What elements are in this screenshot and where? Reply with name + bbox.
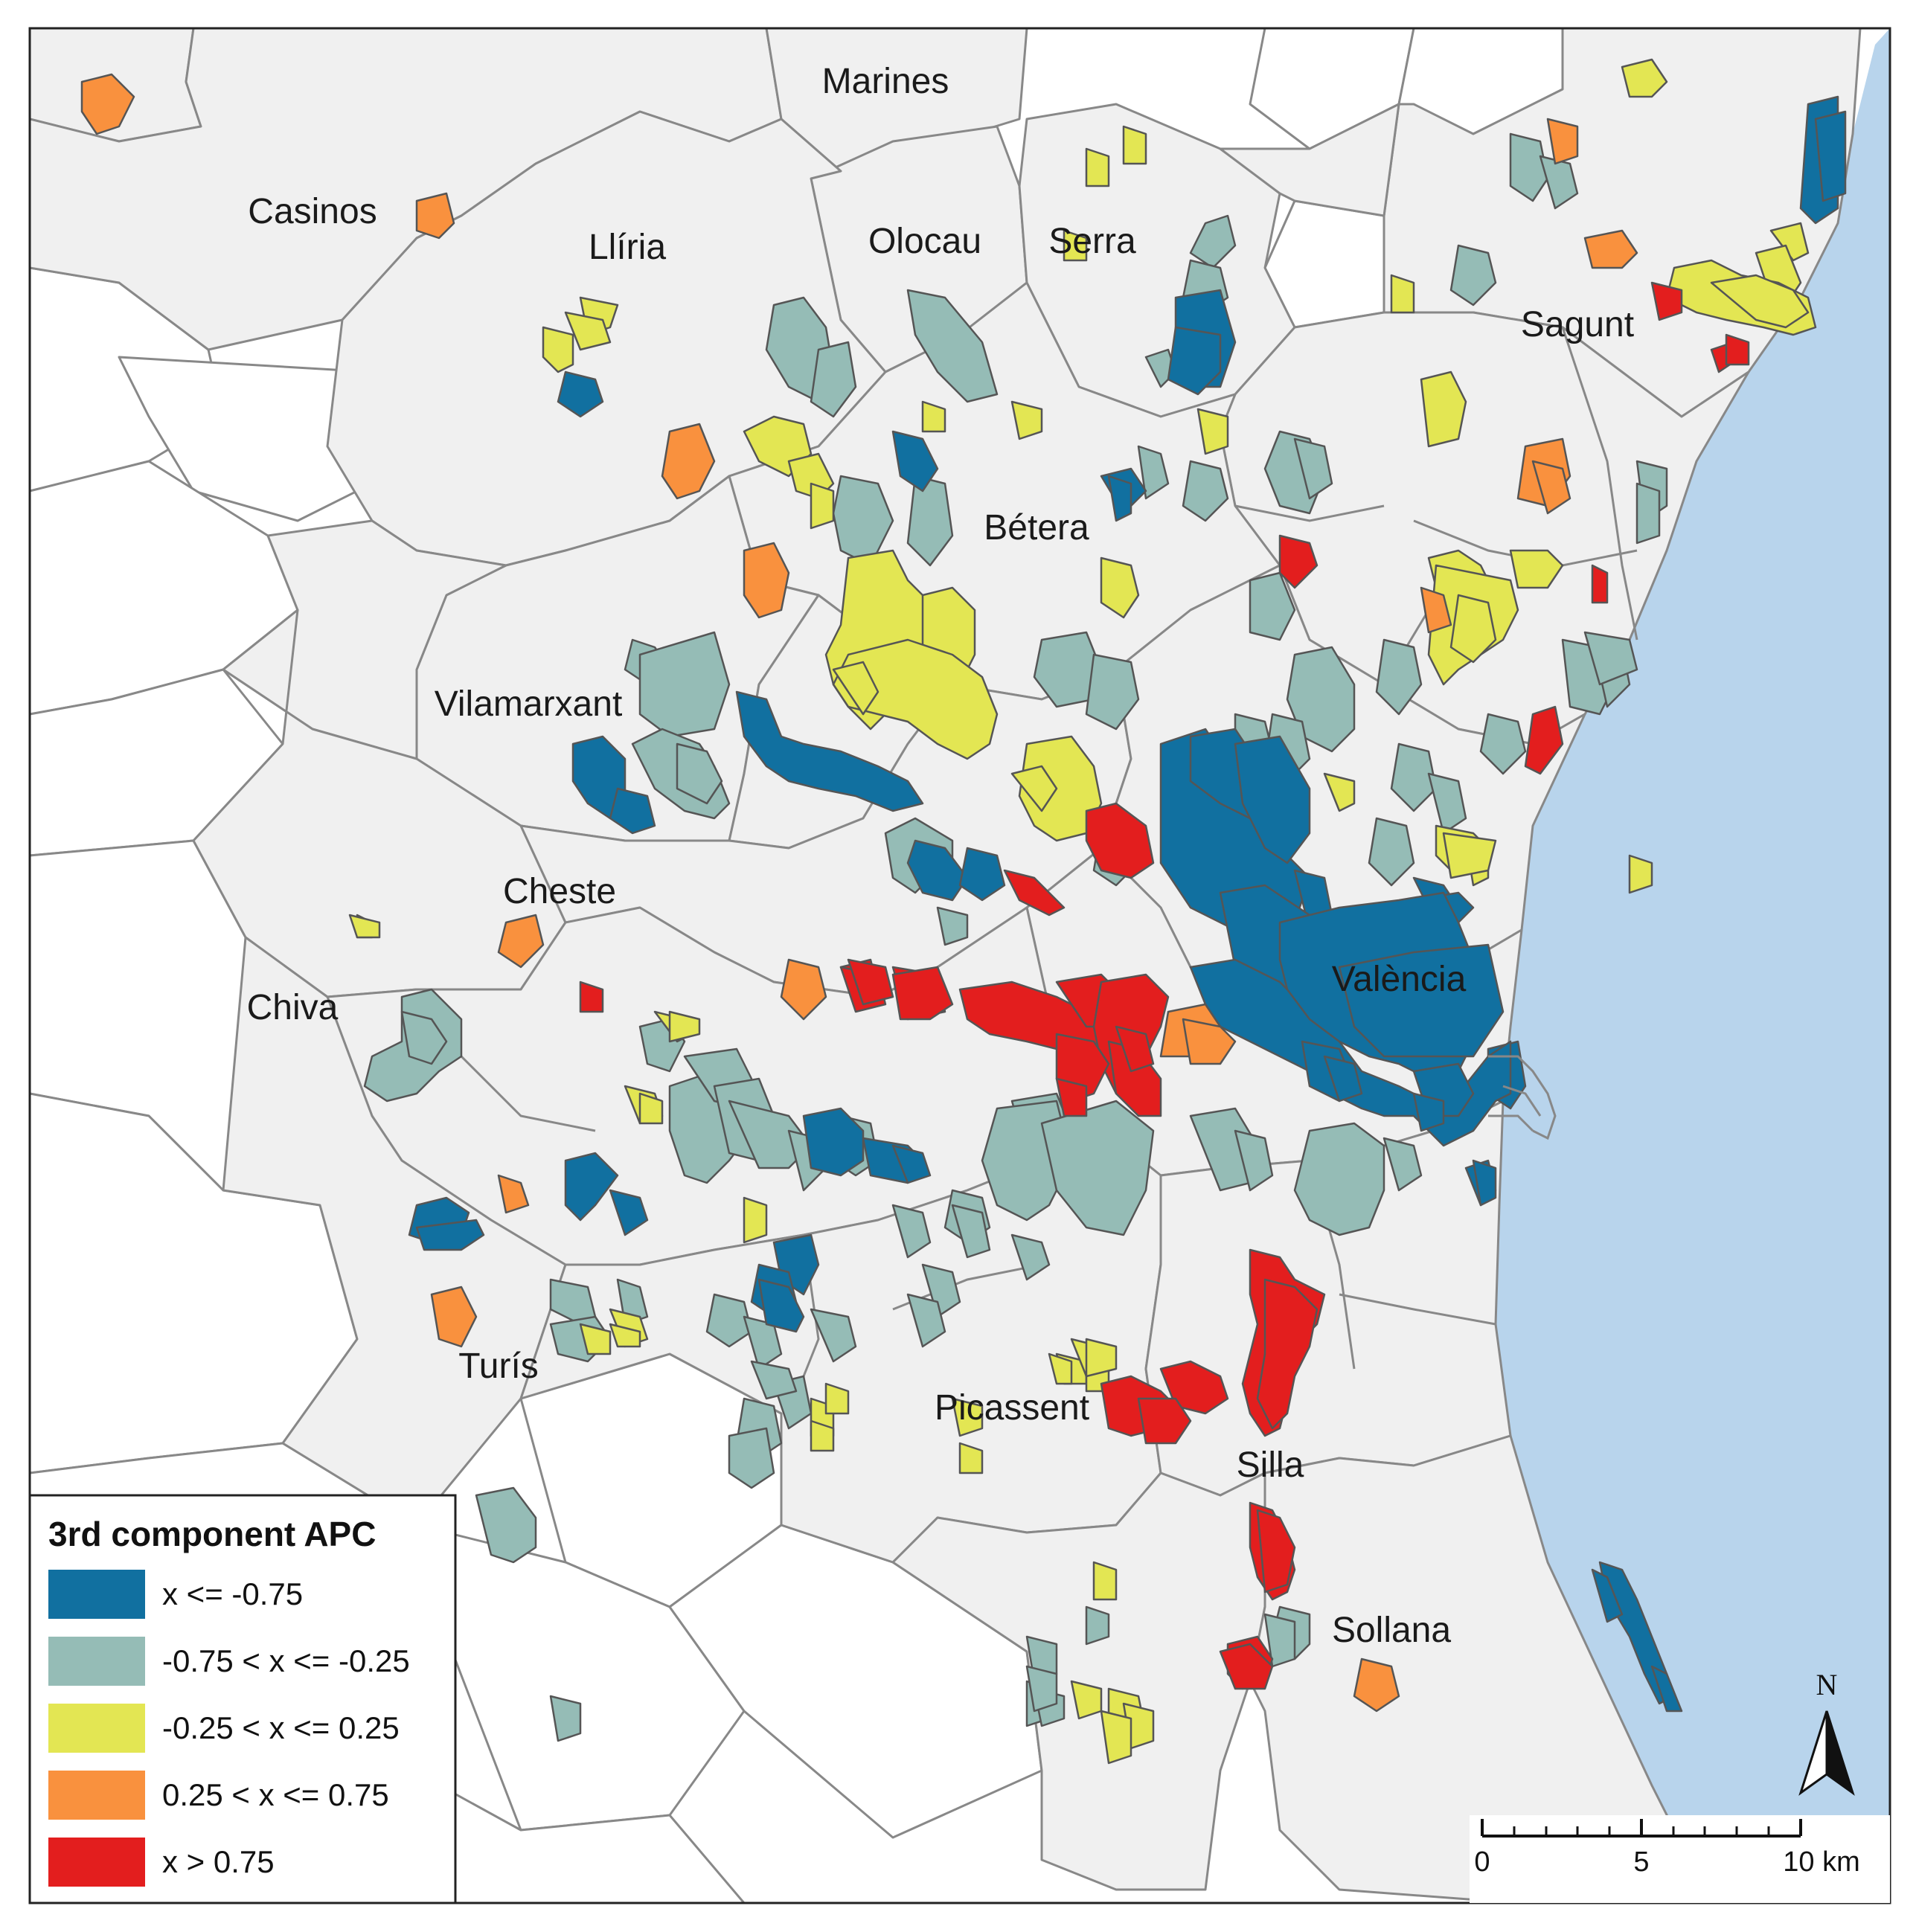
apc-class-2-patches — [363, 132, 1668, 1742]
scale-label-10: 10 km — [1783, 1846, 1859, 1878]
apc-class-3-patches — [348, 58, 1817, 1765]
scale-label-0: 0 — [1474, 1846, 1490, 1878]
scale-bar: 0 5 10 km — [1470, 1815, 1890, 1903]
town-label-olocau: Olocau — [868, 222, 981, 261]
north-arrow-right — [1825, 1710, 1855, 1796]
north-label: N — [1816, 1668, 1838, 1701]
town-labels: Marines Casinos Llíria Olocau Serra Sagu… — [247, 62, 1634, 1650]
town-label-vilamarxant: Vilamarxant — [435, 684, 623, 724]
legend-label-1: x <= -0.75 — [162, 1576, 303, 1611]
legend-title: 3rd component APC — [48, 1515, 376, 1553]
apc-class-5-patches — [579, 281, 1750, 1690]
legend-label-4: 0.25 < x <= 0.75 — [162, 1777, 389, 1812]
town-label-turis: Turís — [458, 1347, 539, 1386]
town-label-lliria: Llíria — [589, 228, 666, 267]
town-label-betera: Bétera — [984, 508, 1089, 548]
town-label-picassent: Picassent — [935, 1388, 1089, 1428]
legend-label-5: x > 0.75 — [162, 1844, 275, 1879]
town-label-silla: Silla — [1237, 1445, 1304, 1485]
town-label-marines: Marines — [822, 62, 949, 101]
town-label-serra: Serra — [1048, 222, 1136, 261]
legend-label-3: -0.25 < x <= 0.25 — [162, 1710, 400, 1745]
legend-swatch-4 — [48, 1771, 145, 1820]
scale-label-5: 5 — [1633, 1846, 1649, 1878]
scale-bar-background — [1470, 1815, 1890, 1903]
town-label-casinos: Casinos — [248, 192, 377, 231]
legend-swatch-2 — [48, 1637, 145, 1686]
town-label-sollana: Sollana — [1332, 1611, 1451, 1650]
port-detail — [1488, 1055, 1557, 1140]
legend-box — [28, 1494, 457, 1904]
legend-swatch-3 — [48, 1704, 145, 1753]
legend-swatch-1 — [48, 1570, 145, 1619]
town-label-valencia: València — [1332, 960, 1467, 999]
legend-swatch-5 — [48, 1838, 145, 1887]
town-label-cheste: Cheste — [503, 872, 616, 911]
legend: 3rd component APC x <= -0.75 -0.75 < x <… — [28, 1494, 457, 1904]
apc-class-1-patches — [408, 95, 1847, 1713]
town-label-sagunt: Sagunt — [1521, 305, 1634, 344]
sea — [1496, 28, 1890, 1903]
north-arrow: N — [1798, 1668, 1855, 1796]
legend-label-2: -0.75 < x <= -0.25 — [162, 1643, 410, 1678]
map-frame — [28, 27, 1891, 1904]
apc-class-4-patches — [80, 73, 1638, 1713]
town-label-chiva: Chiva — [247, 988, 339, 1027]
